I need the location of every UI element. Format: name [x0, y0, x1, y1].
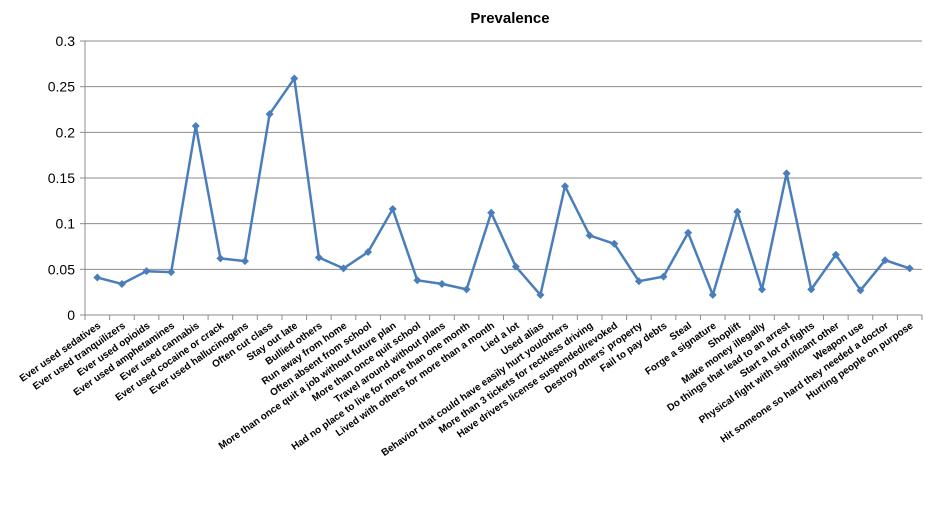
data-point	[610, 239, 619, 248]
data-point	[339, 264, 348, 273]
data-point	[93, 273, 102, 282]
data-point	[314, 253, 323, 262]
y-tick-label: 0	[67, 307, 75, 323]
y-tick-label: 0.25	[48, 79, 75, 95]
data-point	[536, 290, 545, 299]
data-point	[905, 264, 914, 273]
data-point	[561, 182, 570, 191]
data-point	[487, 208, 496, 217]
y-tick-labels: 0 0.05 0.1 0.15 0.2 0.25 0.3	[48, 33, 75, 323]
y-tick-label: 0.3	[56, 33, 76, 49]
data-point	[290, 74, 299, 83]
data-point	[167, 268, 176, 277]
y-tick-label: 0.05	[48, 261, 75, 277]
data-point	[782, 169, 791, 178]
data-point	[585, 231, 594, 240]
data-point	[413, 276, 422, 285]
data-point	[216, 254, 225, 263]
data-point	[241, 257, 250, 266]
data-point	[462, 285, 471, 294]
y-tick-label: 0.2	[56, 124, 76, 140]
chart-title: Prevalence	[470, 10, 549, 27]
data-point	[364, 247, 373, 256]
data-point	[807, 285, 816, 294]
data-point	[856, 286, 865, 295]
data-point	[511, 262, 520, 271]
y-tick-label: 0.1	[56, 216, 76, 232]
data-point	[831, 250, 840, 259]
data-point	[117, 279, 126, 288]
series-prevalence	[93, 74, 914, 299]
data-point	[437, 279, 446, 288]
data-point	[388, 205, 397, 214]
data-point	[733, 207, 742, 216]
data-point	[757, 285, 766, 294]
gridlines	[85, 40, 922, 270]
data-point	[142, 267, 151, 276]
axes	[80, 40, 923, 320]
series-line	[96, 77, 911, 297]
data-point	[659, 272, 668, 281]
data-point	[684, 228, 693, 237]
data-point	[191, 121, 200, 130]
data-point	[265, 110, 274, 119]
y-tick-label: 0.15	[48, 170, 75, 186]
data-point	[634, 277, 643, 286]
data-point	[881, 256, 890, 265]
data-point	[708, 290, 717, 299]
